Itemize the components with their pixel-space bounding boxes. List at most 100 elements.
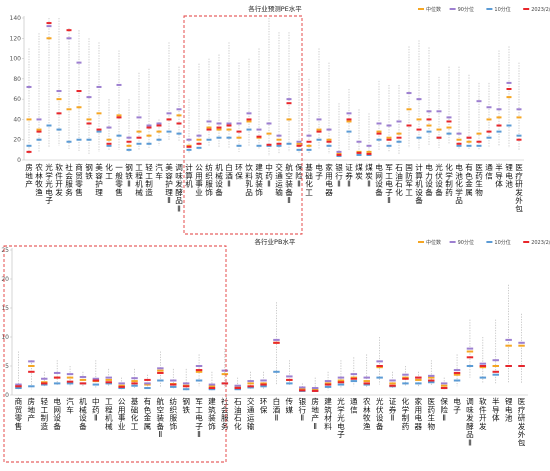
pb-category-label: 光学光电子: [337, 396, 345, 439]
pb-median-marker: [28, 365, 35, 367]
pb-median-marker: [299, 388, 306, 391]
svg-text:半导体: 半导体: [495, 162, 503, 189]
pe-median-marker: [136, 130, 142, 133]
svg-text:社会服务: 社会服务: [65, 162, 73, 197]
pe-p10-marker: [246, 128, 252, 131]
svg-text:化学制药: 化学制药: [445, 162, 453, 197]
pe-category-label: 家用电器: [325, 162, 333, 197]
pe-p90-marker: [126, 136, 132, 139]
pe-current-marker: [426, 118, 432, 121]
pb-category-label: 通信: [350, 396, 358, 414]
pb-current-marker: [66, 380, 74, 383]
pe-median-marker: [216, 128, 222, 131]
pb-category-label: 锂电池: [505, 396, 513, 423]
pb-p10-marker: [208, 388, 216, 391]
pe-p10-marker: [76, 138, 82, 141]
pb-p90-marker: [492, 359, 499, 362]
pe-p90-marker: [176, 108, 182, 111]
pe-current-marker: [126, 140, 132, 143]
pb-median-marker: [518, 344, 525, 347]
pb-current-marker: [131, 382, 138, 385]
pe-p10-marker: [176, 132, 182, 135]
pb-median-marker: [363, 380, 370, 383]
pe-current-marker: [206, 128, 212, 131]
pe-p90-marker: [346, 112, 352, 115]
pb-p90-marker: [440, 382, 448, 385]
pb-current-marker: [479, 365, 487, 367]
pe-current-marker: [306, 140, 312, 143]
pb-chart-title: 各行业PB水平: [255, 237, 296, 246]
pe-median-marker: [146, 134, 152, 137]
pe-p10-marker: [196, 146, 202, 149]
pb-median-marker: [337, 379, 345, 382]
pe-p10-marker: [156, 138, 162, 141]
pb-y-tick-label: 5: [5, 363, 9, 370]
pe-p10-marker: [426, 130, 432, 133]
pe-median-marker: [226, 128, 232, 131]
svg-text:交通运输: 交通运输: [275, 162, 283, 197]
pe-p10-marker: [316, 138, 322, 141]
pe-current-marker: [56, 112, 62, 115]
pe-p90-marker: [336, 150, 342, 153]
pb-category-label: 医疗研发外包: [518, 397, 526, 448]
pe-current-marker: [256, 135, 262, 138]
pe-p10-marker: [96, 130, 102, 133]
pe-current-marker: [406, 124, 412, 127]
svg-text:电网设备: 电网设备: [375, 162, 383, 197]
pb-median-marker: [41, 381, 48, 384]
pe-category-label: 化学制药: [445, 162, 453, 197]
pb-p10-marker: [234, 388, 241, 391]
pe-category-label: 调味发酵品 Ⅱ: [175, 163, 183, 214]
pb-current-marker: [311, 389, 319, 392]
pe-p90-marker: [36, 118, 42, 121]
pb-p90-marker: [299, 386, 306, 389]
pe-legend-label: 90分位: [458, 6, 474, 13]
pb-category-label: 钢铁: [182, 396, 190, 414]
pe-current-marker: [196, 142, 202, 145]
pe-p10-marker: [506, 124, 512, 127]
pe-median-marker: [476, 132, 482, 135]
pe-current-marker: [386, 138, 392, 141]
pb-p90-marker: [428, 374, 435, 377]
pe-median-marker: [26, 118, 32, 121]
svg-text:纺织服饰: 纺织服饰: [205, 162, 213, 197]
pe-p90-marker: [486, 106, 492, 109]
pb-category-label: 电子: [453, 396, 461, 414]
pb-current-marker: [195, 369, 203, 372]
pe-category-label: 计算机: [185, 162, 193, 189]
svg-text:钢铁: 钢铁: [182, 396, 190, 414]
pe-p90-marker: [86, 96, 92, 99]
pb-category-label: 调味发酵品 Ⅱ: [466, 397, 474, 448]
pe-median-marker: [56, 98, 62, 101]
svg-text:化工: 化工: [105, 162, 113, 180]
pb-median-marker: [466, 350, 474, 353]
svg-text:基础化工: 基础化工: [131, 396, 139, 431]
pe-p90-marker: [356, 140, 362, 143]
pe-category-label: 美容护理 Ⅱ: [165, 162, 173, 205]
pe-median-marker: [406, 108, 412, 111]
svg-text:锂电池: 锂电池: [505, 396, 513, 423]
svg-text:医疗研发外包: 医疗研发外包: [515, 163, 523, 214]
pb-median-marker: [350, 376, 358, 379]
pb-p10-marker: [182, 388, 190, 391]
pe-category-label: 环保: [235, 163, 243, 180]
pe-p10-marker: [216, 136, 222, 139]
pe-category-label: 军工电子 Ⅱ: [385, 163, 393, 205]
pe-p10-marker: [346, 130, 352, 133]
pb-p10-marker: [402, 382, 409, 385]
pb-category-label: 电网设备: [53, 396, 61, 431]
pb-legend-label: 10分位: [494, 239, 510, 246]
pe-p10-marker: [496, 130, 502, 133]
pe-current-marker: [86, 122, 92, 125]
pb-category-label: 光伏设备: [376, 396, 384, 431]
pe-p10-marker: [226, 136, 232, 139]
svg-text:钢铁: 钢铁: [85, 162, 93, 180]
pe-median-marker: [46, 37, 52, 40]
pb-p90-marker: [247, 380, 254, 383]
pb-median-marker: [105, 378, 112, 381]
svg-text:汽车: 汽车: [66, 396, 74, 414]
